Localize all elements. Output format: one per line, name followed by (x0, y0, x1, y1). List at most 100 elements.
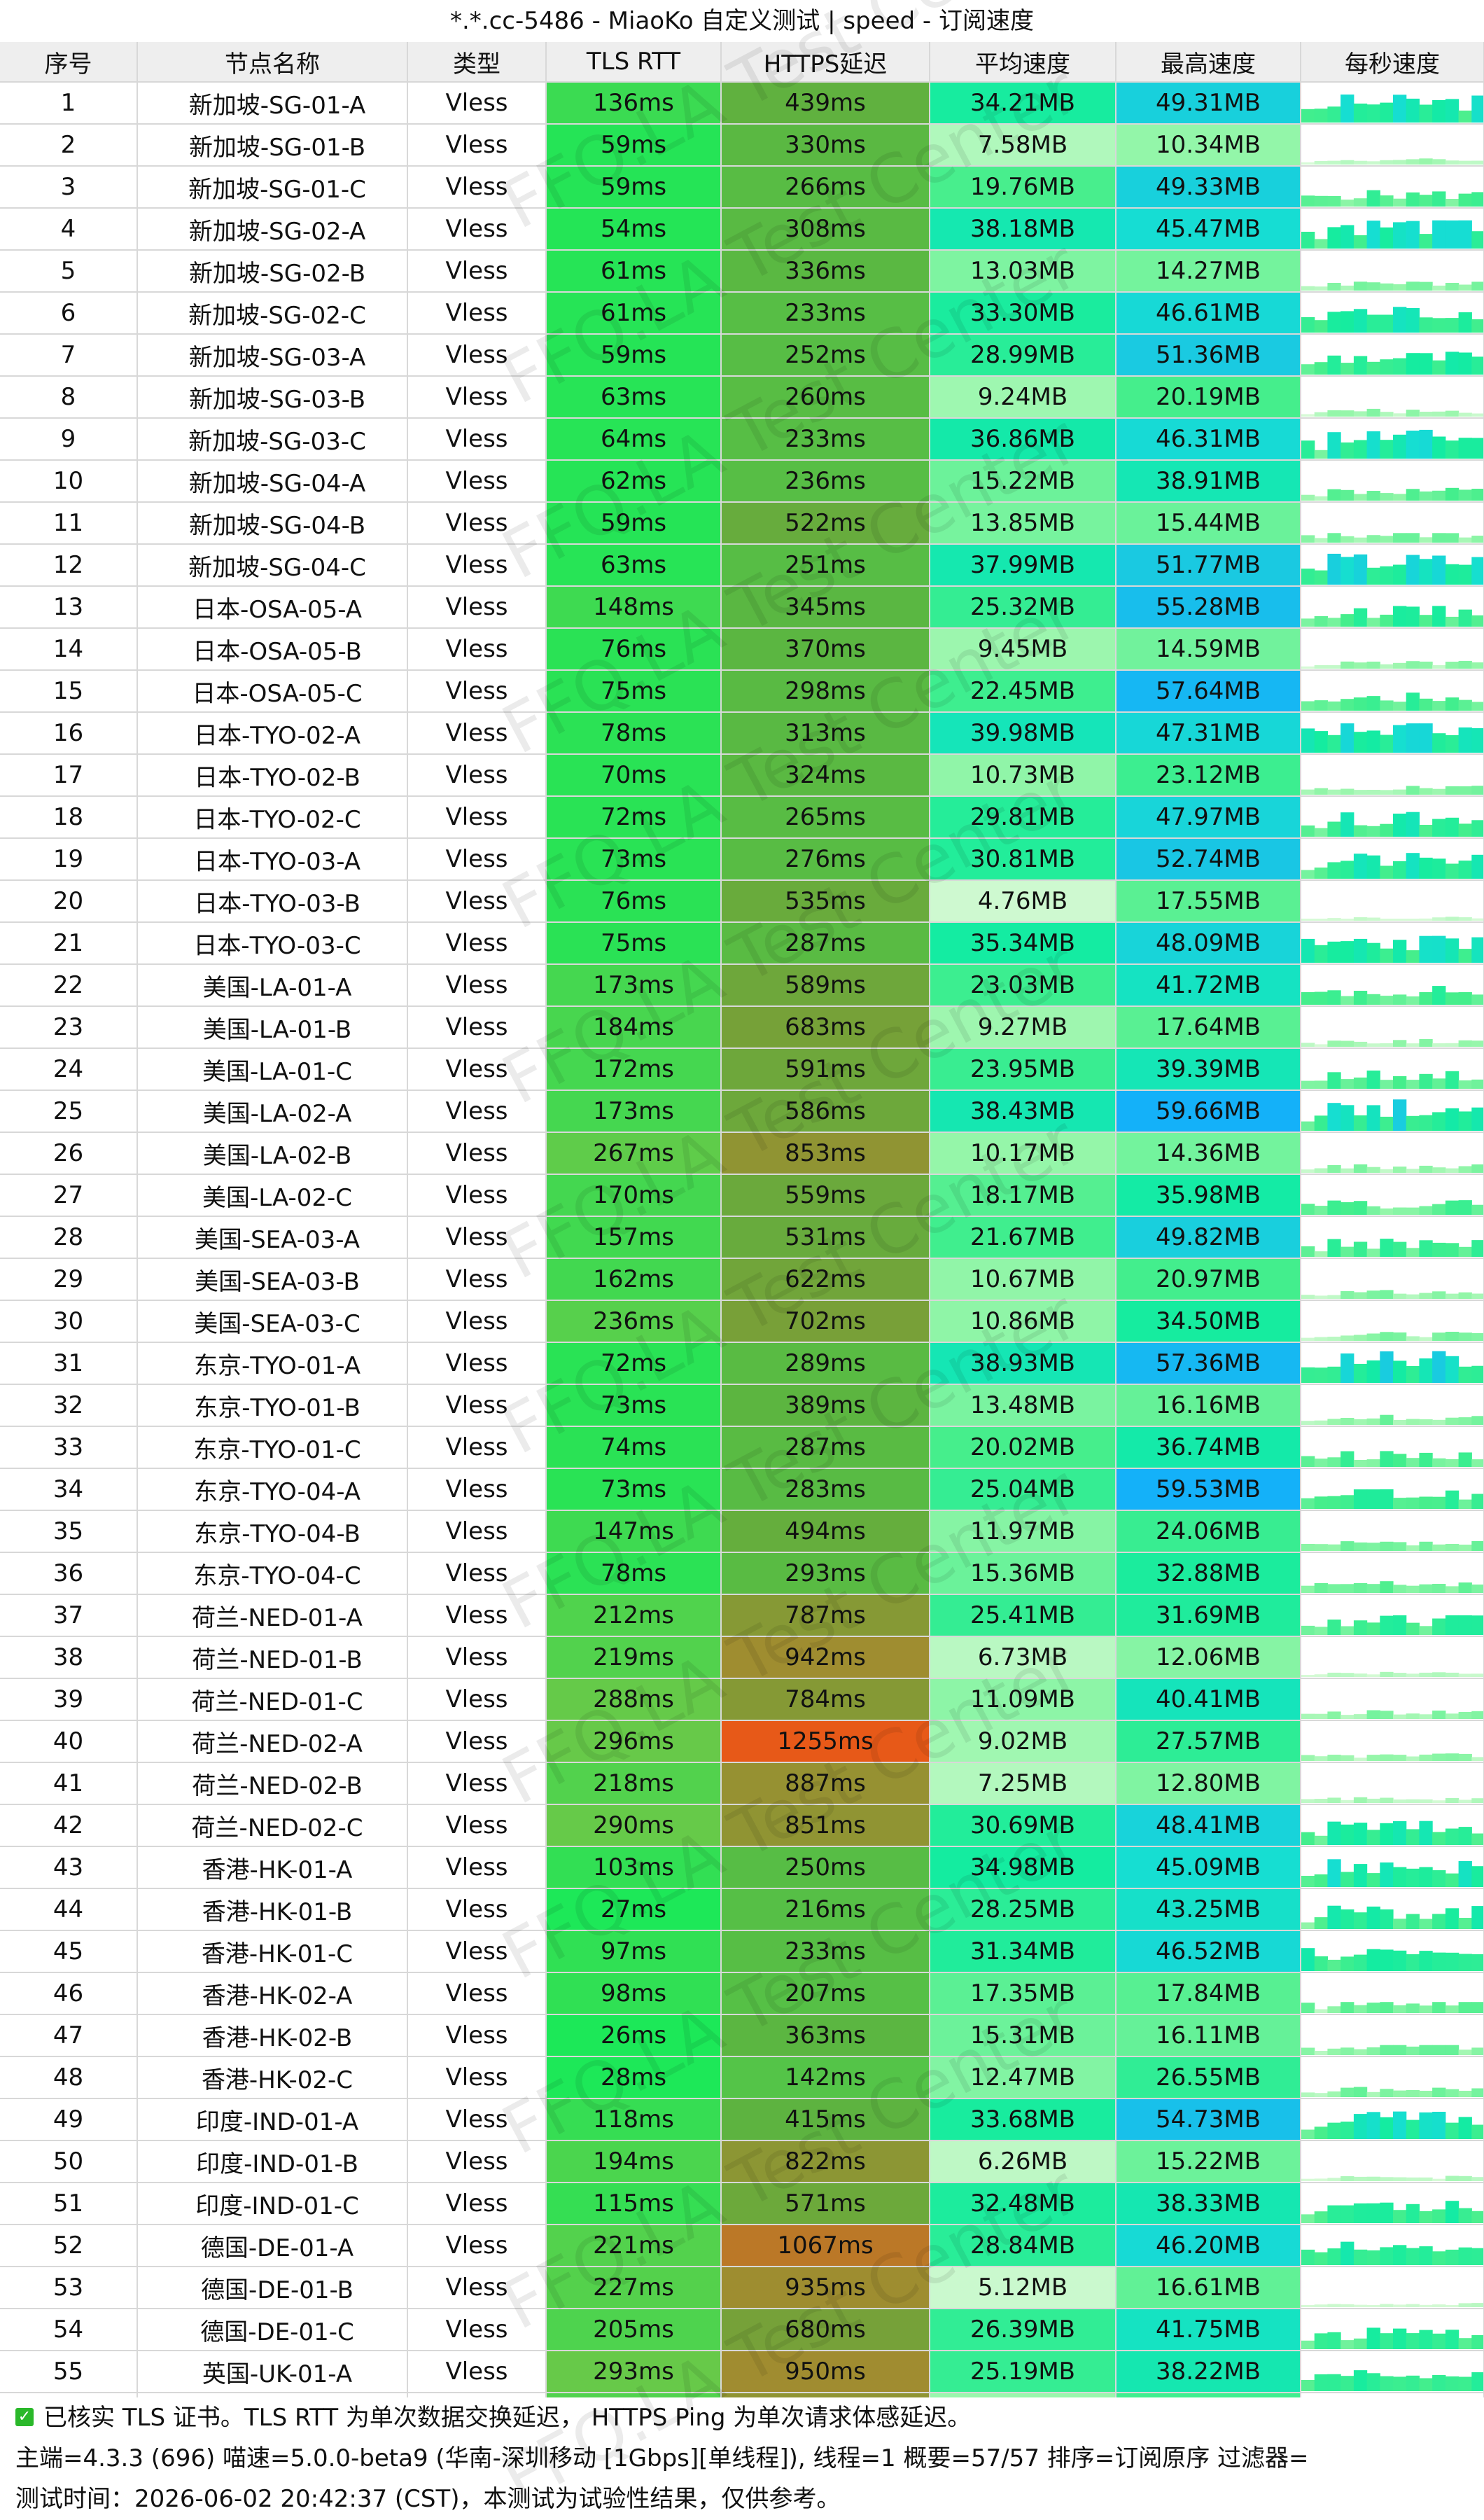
table-row[interactable]: 25 美国-LA-02-A Vless 173ms 586ms 38.43MB 59.66M… (0, 1090, 1484, 1133)
table-row[interactable]: 29 美国-SEA-03-B Vless 162ms 622ms 10.67MB 20.97… (0, 1258, 1484, 1301)
table-row[interactable]: 6 新加坡-SG-02-C Vless 61ms 233ms 33.30MB 46.61MB (0, 292, 1484, 335)
table-row[interactable]: 48 香港-HK-02-C Vless 28ms 142ms 12.47MB 26.55MB (0, 2056, 1484, 2099)
table-row[interactable]: 18 日本-TYO-02-C Vless 72ms 265ms 29.81MB 47.97M… (0, 796, 1484, 839)
col-header-https-delay[interactable]: HTTPS延迟 (721, 42, 930, 83)
sparkline-bar (1340, 489, 1354, 501)
sparkline-bar (1301, 870, 1315, 879)
table-row[interactable]: 10 新加坡-SG-04-A Vless 62ms 236ms 15.22MB 38.91M… (0, 460, 1484, 503)
sparkline-bar (1393, 1799, 1407, 1803)
cell-index: 9 (0, 418, 138, 461)
col-header-per-second[interactable]: 每秒速度 (1301, 42, 1484, 83)
table-row[interactable]: 3 新加坡-SG-01-C Vless 59ms 266ms 19.76MB 49.33MB (0, 166, 1484, 209)
sparkline-bar (1432, 935, 1446, 963)
col-header-name[interactable]: 节点名称 (137, 42, 408, 83)
table-row[interactable]: 41 荷兰-NED-02-B Vless 218ms 887ms 7.25MB 12.80M… (0, 1762, 1484, 1805)
table-row[interactable]: 51 印度-IND-01-C Vless 115ms 571ms 32.48MB 38.33… (0, 2183, 1484, 2225)
sparkline-bar (1301, 414, 1315, 417)
table-row[interactable]: 11 新加坡-SG-04-B Vless 59ms 522ms 13.85MB 15.44M… (0, 502, 1484, 545)
table-row[interactable]: 13 日本-OSA-05-A Vless 148ms 345ms 25.32MB 55.28… (0, 586, 1484, 629)
cell-per-second-sparkline (1301, 208, 1484, 251)
table-row[interactable]: 2 新加坡-SG-01-B Vless 59ms 330ms 7.58MB 10.34MB (0, 124, 1484, 167)
table-row[interactable]: 24 美国-LA-01-C Vless 172ms 591ms 23.95MB 39.39M… (0, 1048, 1484, 1091)
table-row[interactable]: 4 新加坡-SG-02-A Vless 54ms 308ms 38.18MB 45.47MB (0, 208, 1484, 251)
cell-tls-rtt: 97ms (546, 1930, 722, 1973)
cell-type: Vless (407, 250, 547, 293)
table-row[interactable]: 44 香港-HK-01-B Vless 27ms 216ms 28.25MB 43.25MB (0, 1888, 1484, 1931)
table-row[interactable]: 38 荷兰-NED-01-B Vless 219ms 942ms 6.73MB 12.06M… (0, 1636, 1484, 1679)
sparkline-bar (1458, 160, 1472, 165)
cell-https-delay: 1067ms (721, 2225, 930, 2267)
table-row[interactable]: 31 东京-TYO-01-A Vless 72ms 289ms 38.93MB 57.36M… (0, 1342, 1484, 1385)
cell-avg-speed: 30.69MB (930, 1804, 1116, 1847)
col-header-avg-speed[interactable]: 平均速度 (930, 42, 1116, 83)
table-row[interactable]: 47 香港-HK-02-B Vless 26ms 363ms 15.31MB 16.11MB (0, 2014, 1484, 2057)
table-row[interactable]: 19 日本-TYO-03-A Vless 73ms 276ms 30.81MB 52.74M… (0, 838, 1484, 881)
table-row[interactable]: 17 日本-TYO-02-B Vless 70ms 324ms 10.73MB 23.12M… (0, 754, 1484, 797)
table-row[interactable]: 54 德国-DE-01-C Vless 205ms 680ms 26.39MB 41.75M… (0, 2309, 1484, 2351)
table-row[interactable]: 46 香港-HK-02-A Vless 98ms 207ms 17.35MB 17.84MB (0, 1972, 1484, 2015)
table-row[interactable]: 55 英国-UK-01-A Vless 293ms 950ms 25.19MB 38.22M… (0, 2351, 1484, 2393)
table-row[interactable]: 20 日本-TYO-03-B Vless 76ms 535ms 4.76MB 17.55MB (0, 880, 1484, 923)
sparkline-bar (1432, 490, 1446, 501)
sparkline-bar (1445, 440, 1460, 459)
table-row[interactable]: 14 日本-OSA-05-B Vless 76ms 370ms 9.45MB 14.59MB (0, 628, 1484, 671)
table-row[interactable]: 26 美国-LA-02-B Vless 267ms 853ms 10.17MB 14.36M… (0, 1132, 1484, 1175)
table-row[interactable]: 49 印度-IND-01-A Vless 118ms 415ms 33.68MB 54.73… (0, 2098, 1484, 2141)
col-header-type[interactable]: 类型 (407, 42, 547, 83)
table-row[interactable]: 22 美国-LA-01-A Vless 173ms 589ms 23.03MB 41.72M… (0, 964, 1484, 1007)
table-row[interactable]: 52 德国-DE-01-A Vless 221ms 1067ms 28.84MB 46.20… (0, 2225, 1484, 2267)
cell-per-second-sparkline (1301, 922, 1484, 965)
table-row[interactable]: 30 美国-SEA-03-C Vless 236ms 702ms 10.86MB 34.50… (0, 1300, 1484, 1343)
cell-max-speed: 36.74MB (1116, 1426, 1301, 1469)
sparkline-bar (1314, 109, 1328, 123)
table-row[interactable]: 53 德国-DE-01-B Vless 227ms 935ms 5.12MB 16.61MB (0, 2267, 1484, 2309)
table-row[interactable]: 37 荷兰-NED-01-A Vless 212ms 787ms 25.41MB 31.69… (0, 1594, 1484, 1637)
sparkline-bar (1393, 1585, 1407, 1593)
sparkline-bar (1366, 104, 1380, 123)
table-row[interactable]: 23 美国-LA-01-B Vless 184ms 683ms 9.27MB 17.64MB (0, 1006, 1484, 1049)
cell-tls-rtt: 173ms (546, 964, 722, 1007)
sparkline-bar (1471, 1711, 1483, 1719)
sparkline-bar (1432, 2002, 1446, 2013)
table-row[interactable]: 45 香港-HK-01-C Vless 97ms 233ms 31.34MB 46.52MB (0, 1930, 1484, 1973)
table-row[interactable]: 7 新加坡-SG-03-A Vless 59ms 252ms 28.99MB 51.36MB (0, 334, 1484, 377)
table-row[interactable]: 34 东京-TYO-04-A Vless 73ms 283ms 25.04MB 59.53M… (0, 1468, 1484, 1511)
table-row[interactable]: 12 新加坡-SG-04-C Vless 63ms 251ms 37.99MB 51.77M… (0, 544, 1484, 587)
sparkline-bar (1353, 356, 1368, 375)
table-row[interactable]: 9 新加坡-SG-03-C Vless 64ms 233ms 36.86MB 46.31MB (0, 418, 1484, 461)
sparkline-bar (1445, 199, 1460, 207)
table-row[interactable]: 36 东京-TYO-04-C Vless 78ms 293ms 15.36MB 32.88M… (0, 1552, 1484, 1595)
table-row[interactable]: 1 新加坡-SG-01-A Vless 136ms 439ms 34.21MB 49.31M… (0, 82, 1484, 125)
col-header-tls-rtt[interactable]: TLS RTT (546, 42, 722, 83)
sparkline-bar (1471, 2002, 1483, 2013)
table-row[interactable]: 35 东京-TYO-04-B Vless 147ms 494ms 11.97MB 24.06… (0, 1510, 1484, 1553)
table-row[interactable]: 40 荷兰-NED-02-A Vless 296ms 1255ms 9.02MB 27.57… (0, 1720, 1484, 1763)
sparkline-bar (1471, 281, 1483, 291)
table-row[interactable]: 39 荷兰-NED-01-C Vless 288ms 784ms 11.09MB 40.41… (0, 1678, 1484, 1721)
col-header-max-speed[interactable]: 最高速度 (1116, 42, 1301, 83)
cell-tls-rtt: 73ms (546, 1384, 722, 1427)
cell-type: Vless (407, 838, 547, 881)
sparkline-bar (1301, 825, 1315, 837)
table-row[interactable]: 43 香港-HK-01-A Vless 103ms 250ms 34.98MB 45.09M… (0, 1846, 1484, 1889)
table-row[interactable]: 28 美国-SEA-03-A Vless 157ms 531ms 21.67MB 49.82… (0, 1216, 1484, 1259)
sparkline-bar (1445, 992, 1460, 1005)
table-row[interactable]: 42 荷兰-NED-02-C Vless 290ms 851ms 30.69MB 48.41… (0, 1804, 1484, 1847)
sparkline-bar (1301, 535, 1315, 543)
table-row[interactable]: 32 东京-TYO-01-B Vless 73ms 389ms 13.48MB 16.16M… (0, 1384, 1484, 1427)
table-row[interactable]: 16 日本-TYO-02-A Vless 78ms 313ms 39.98MB 47.31M… (0, 712, 1484, 755)
table-row[interactable]: 50 印度-IND-01-B Vless 194ms 822ms 6.26MB 15.22M… (0, 2140, 1484, 2183)
sparkline-bar (1393, 1867, 1407, 1887)
table-row[interactable]: 27 美国-LA-02-C Vless 170ms 559ms 18.17MB 35.98M… (0, 1174, 1484, 1217)
col-header-index[interactable]: 序号 (0, 42, 138, 83)
cell-https-delay: 683ms (721, 1006, 930, 1049)
sparkline-bar (1393, 2111, 1407, 2139)
table-row[interactable]: 15 日本-OSA-05-C Vless 75ms 298ms 22.45MB 57.64M… (0, 670, 1484, 713)
sparkline-bar (1393, 533, 1407, 543)
table-row[interactable]: 33 东京-TYO-01-C Vless 74ms 287ms 20.02MB 36.74M… (0, 1426, 1484, 1469)
table-row[interactable]: 21 日本-TYO-03-C Vless 75ms 287ms 35.34MB 48.09M… (0, 922, 1484, 965)
sparkline-bar (1445, 533, 1460, 543)
table-row[interactable]: 5 新加坡-SG-02-B Vless 61ms 336ms 13.03MB 14.27MB (0, 250, 1484, 293)
table-row[interactable]: 8 新加坡-SG-03-B Vless 63ms 260ms 9.24MB 20.19MB (0, 376, 1484, 419)
sparkline-bar (1301, 2092, 1315, 2097)
